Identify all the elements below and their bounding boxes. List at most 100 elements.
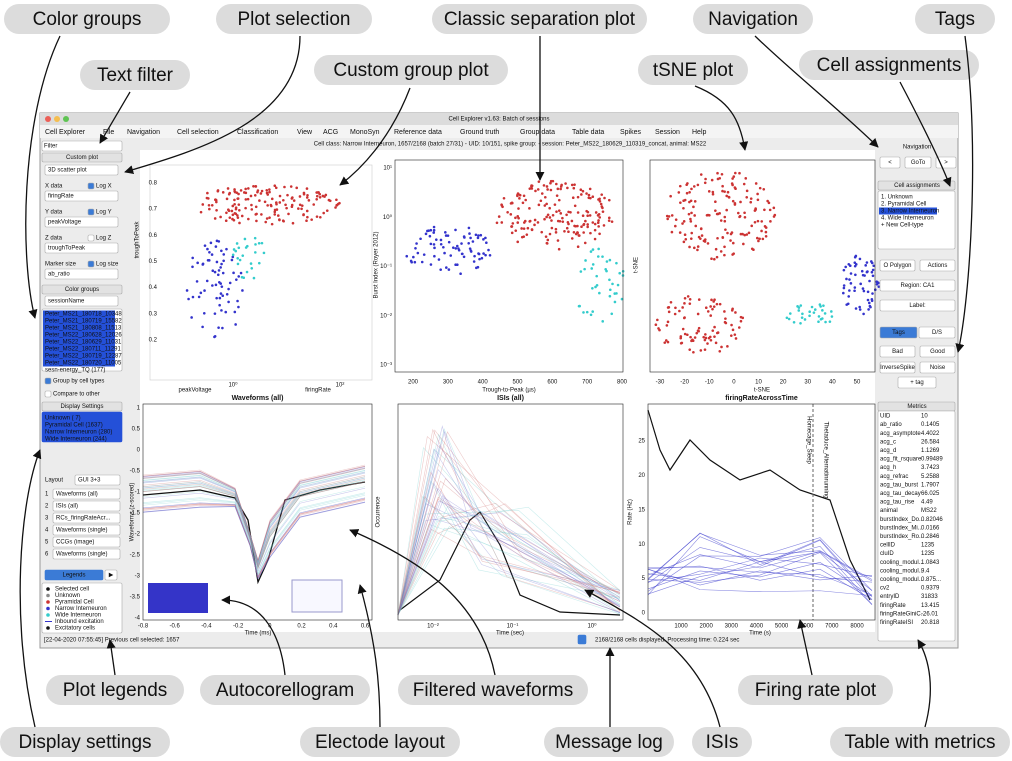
button[interactable]: [879, 361, 916, 374]
checkbox[interactable]: [87, 208, 95, 216]
message-toggle[interactable]: [577, 634, 587, 645]
isi-trace: [397, 433, 621, 616]
scatter-dot: [550, 219, 553, 222]
assignment-row[interactable]: 1. Unknown: [881, 195, 913, 201]
group-row[interactable]: Peter_MS21_180719_15582: [45, 319, 122, 325]
scatter-dot: [237, 275, 241, 278]
menu-item[interactable]: Cell selection: [177, 129, 219, 136]
cell-type-row[interactable]: Unknown ( 7): [45, 416, 81, 422]
scatter-dot: [583, 267, 586, 271]
button[interactable]: [918, 326, 956, 339]
group-row[interactable]: Peter_MS22_180719_12287: [45, 354, 122, 360]
epoch-label: Homecage_Sleep: [805, 416, 811, 464]
legend-toggle[interactable]: [104, 569, 118, 581]
menu-item[interactable]: Group data: [520, 129, 555, 136]
group-row[interactable]: Peter_MS21_180718_10348: [45, 312, 122, 318]
menu-item[interactable]: Spikes: [620, 129, 642, 136]
button[interactable]: [897, 376, 937, 389]
button[interactable]: [879, 326, 918, 339]
assignment-row[interactable]: 2. Pyramidal Cell: [881, 202, 926, 208]
checkbox[interactable]: [87, 234, 95, 242]
scatter-dot: [216, 273, 220, 277]
menu-item[interactable]: Help: [692, 129, 707, 136]
button[interactable]: [919, 259, 956, 272]
group-row-selected: [43, 352, 115, 360]
scatter-dot: [202, 311, 206, 315]
dropdown[interactable]: [52, 512, 121, 524]
scatter-dot: [286, 193, 289, 197]
close-button[interactable]: [45, 116, 51, 122]
scatter-dot: [693, 214, 696, 217]
button[interactable]: [879, 259, 916, 272]
menu-item[interactable]: Reference data: [394, 129, 442, 136]
scatter-dot: [516, 215, 520, 218]
button[interactable]: [879, 156, 901, 169]
legends-button[interactable]: [44, 569, 104, 581]
y-tick-label: 0: [642, 611, 646, 617]
cell-type-row[interactable]: Wide Interneuron (244): [45, 437, 107, 443]
menu-item[interactable]: Table data: [572, 129, 604, 136]
menu-item[interactable]: Ground truth: [460, 129, 499, 136]
isi-trace: [397, 506, 621, 616]
waveform-trace: [142, 469, 366, 564]
button[interactable]: [919, 361, 956, 374]
scatter-dot: [210, 253, 214, 256]
menu-item[interactable]: Session: [655, 129, 680, 136]
group-row-selected: [43, 310, 115, 318]
waveform-trace: [142, 493, 366, 576]
button[interactable]: [879, 299, 956, 312]
scatter-dot: [518, 193, 522, 197]
button[interactable]: [919, 345, 956, 358]
button[interactable]: [879, 279, 956, 292]
assignment-row[interactable]: + New Cell-type: [881, 223, 924, 229]
group-row[interactable]: Peter_MS22_180720_11005: [45, 361, 122, 367]
group-row[interactable]: Peter_MS22_180628_12026: [45, 333, 122, 339]
dropdown[interactable]: [44, 164, 119, 176]
group-row[interactable]: sesn-energy_TQ (177): [45, 368, 105, 374]
assignment-row[interactable]: 4. Wide Interneuron: [881, 216, 934, 222]
checkbox[interactable]: [44, 390, 52, 398]
group-row[interactable]: Peter_MS21_180808_11513: [45, 326, 122, 332]
minimize-button[interactable]: [54, 116, 60, 122]
menu-item[interactable]: View: [297, 129, 313, 136]
scatter-dot: [234, 206, 238, 209]
dropdown[interactable]: [74, 474, 121, 486]
menu-item[interactable]: MonoSyn: [350, 129, 380, 136]
scatter-dot: [415, 242, 418, 245]
checkbox[interactable]: [87, 260, 95, 268]
cell-type-row[interactable]: Pyramidal Cell (1637): [45, 423, 103, 429]
scatter-dot: [697, 298, 701, 301]
scatter-dot: [542, 184, 546, 187]
menu-item[interactable]: Classification: [237, 129, 278, 136]
scatter-dot: [235, 242, 239, 245]
dropdown[interactable]: [44, 216, 119, 228]
group-row[interactable]: Peter_MS22_180629_11031: [45, 340, 122, 346]
dropdown[interactable]: [44, 190, 119, 202]
scatter-dot: [185, 289, 189, 292]
dropdown[interactable]: [44, 242, 119, 254]
menu-item[interactable]: Cell Explorer: [45, 129, 86, 136]
metric-name: acg_refrac: [880, 474, 908, 480]
menu-item[interactable]: Navigation: [127, 129, 160, 136]
button[interactable]: [904, 156, 932, 169]
dropdown[interactable]: [52, 536, 121, 548]
cell-type-row[interactable]: Narrow Interneuron (280): [45, 430, 112, 436]
checkbox[interactable]: [44, 377, 52, 385]
button[interactable]: [879, 345, 916, 358]
assignment-row[interactable]: 3. Narrow Interneuron: [881, 209, 939, 215]
dropdown[interactable]: [52, 524, 121, 536]
dropdown[interactable]: [44, 268, 119, 280]
scatter-dot: [432, 243, 436, 246]
menu-item[interactable]: File: [103, 129, 114, 136]
metric-name: cluID: [880, 551, 894, 557]
dropdown[interactable]: [52, 500, 121, 512]
zoom-button[interactable]: [63, 116, 69, 122]
checkbox[interactable]: [87, 182, 95, 190]
dropdown[interactable]: [44, 295, 119, 307]
scatter-dot: [703, 348, 707, 351]
dropdown[interactable]: [52, 548, 121, 560]
menu-item[interactable]: ACG: [323, 129, 338, 136]
dropdown[interactable]: [52, 488, 121, 500]
scatter-dot: [284, 203, 287, 207]
group-row[interactable]: Peter_MS22_180711_11291: [45, 347, 122, 353]
